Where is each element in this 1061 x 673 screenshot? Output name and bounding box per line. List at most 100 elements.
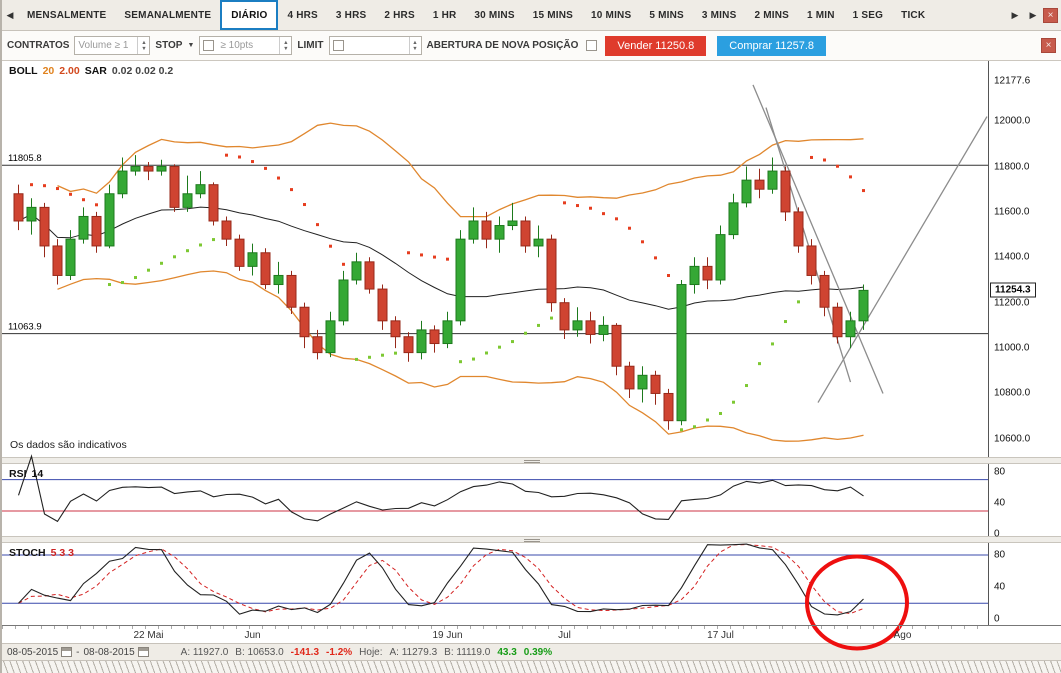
tabbar-right-controls: ▶ ▶ × [1007, 0, 1061, 30]
price-tick-label: 10600.0 [994, 433, 1031, 445]
tab-2-mins[interactable]: 2 MINS [754, 9, 789, 21]
limit-checkbox[interactable] [332, 40, 344, 51]
spinner-up-icon[interactable]: ▲ [412, 39, 418, 46]
disclaimer-note: Os dados são indicativos [10, 439, 127, 451]
date-from-field[interactable]: 08-05-2015 [7, 647, 73, 658]
stoch-axis: 80 40 0 [988, 543, 1061, 625]
indicator-param: 14 [31, 468, 44, 480]
rsi-tick-label: 40 [994, 497, 1006, 509]
sell-button[interactable]: Vender 11250.8 [605, 35, 707, 56]
stoch-tick-label: 80 [994, 549, 1006, 561]
indicator-param: 20 [42, 65, 55, 77]
calendar-icon[interactable] [137, 647, 149, 657]
stoch-chart[interactable]: STOCH 5 3 3 [2, 543, 988, 651]
last-price-badge: 11254.3 [990, 282, 1036, 298]
spinner-up-icon[interactable]: ▲ [283, 39, 289, 46]
tab-15-mins[interactable]: 15 MINS [532, 9, 574, 21]
chart-area: 11805.8 11063.9 BOLL 20 2.00 SAR 0.02 0.02 0.… [2, 61, 1061, 651]
order-toolbar: CONTRATOS ▲▼ STOP ▼ ▲▼ LIMIT ▲▼ ABERTURA… [2, 31, 1061, 61]
time-tick-label: Jun [244, 630, 261, 641]
tab-3-hrs[interactable]: 3 HRS [335, 9, 367, 21]
spinner-down-icon[interactable]: ▼ [141, 45, 147, 52]
tab-2-hrs[interactable]: 2 HRS [384, 9, 415, 21]
volume-input[interactable] [75, 37, 138, 54]
stop-checkbox[interactable] [203, 40, 215, 51]
tab-tick[interactable]: TICK [901, 9, 926, 21]
tab-3-mins[interactable]: 3 MINS [701, 9, 737, 21]
indicator-param: BOLL [9, 65, 38, 77]
price-tick-label: 11000.0 [994, 342, 1030, 354]
tab-mensalmente[interactable]: MENSALMENTE [27, 9, 107, 21]
tab-10-mins[interactable]: 10 MINS [591, 9, 632, 21]
tab-diário[interactable]: DIÁRIO [220, 0, 279, 30]
tab-1-hr[interactable]: 1 HR [432, 9, 457, 21]
tabs-scroll-right-icon[interactable]: ▶ [1011, 9, 1019, 20]
splitter-grip-icon [523, 458, 540, 463]
price-chart[interactable]: 11805.8 11063.9 BOLL 20 2.00 SAR 0.02 0.02 0.… [2, 61, 988, 457]
price-axis: 12177.6 12000.0 11800.0 11600.0 11400.0 11200… [988, 61, 1061, 457]
tab-4-hrs[interactable]: 4 HRS [287, 9, 318, 21]
rsi-chart[interactable]: RSI 14 [2, 454, 988, 536]
time-axis: 22 Mai Jun 19 Jun Jul 17 Jul Ago [2, 625, 1061, 643]
stoch-tick-label: 40 [994, 581, 1006, 593]
panel-splitter[interactable] [2, 457, 1061, 464]
price-tick-label: 11600.0 [994, 206, 1030, 218]
stop-spinner[interactable]: ▲ ▼ [279, 37, 291, 54]
timeframe-toolbar: ◀ MENSALMENTE SEMANALMENTE DIÁRIO 4 HRS 3 HR… [2, 0, 1061, 31]
indicator-param: 0.02 0.02 0.2 [111, 65, 174, 77]
order-close-button[interactable]: × [1041, 38, 1056, 53]
timeframe-tabs: MENSALMENTE SEMANALMENTE DIÁRIO 4 HRS 3 HRS 2… [18, 0, 1007, 30]
stop-dropdown-icon[interactable]: ▼ [187, 42, 195, 49]
time-axis-corner [986, 626, 1061, 643]
splitter-grip-icon [523, 537, 540, 542]
time-range-scrollbar[interactable] [2, 660, 1061, 673]
session-stats: A: 11927.0 B: 10653.0 -141.3 -1.2% Hoje: A: 1… [181, 647, 552, 658]
volume-field: ▲▼ [74, 36, 151, 55]
rsi-indicator-label: RSI 14 [9, 468, 48, 480]
spinner-down-icon[interactable]: ▼ [283, 45, 289, 52]
stop-input[interactable] [217, 37, 280, 54]
stop-field: ▲▼ [199, 36, 293, 55]
chart-close-button[interactable]: × [1043, 7, 1058, 23]
tab-1-seg[interactable]: 1 SEG [852, 9, 884, 21]
indicator-param: SAR [84, 65, 107, 77]
time-tick-label: Jul [558, 630, 571, 641]
time-axis-labels: 22 Mai Jun 19 Jun Jul 17 Jul Ago [2, 626, 987, 643]
svg-text:11063.9: 11063.9 [8, 322, 42, 333]
calendar-icon[interactable] [61, 647, 73, 657]
time-tick-label: 17 Jul [707, 630, 734, 641]
status-bar: 08-05-2015 - 08-08-2015 A: 11927.0 B: 106… [2, 643, 1061, 660]
spinner-down-icon[interactable]: ▼ [412, 45, 418, 52]
contratos-label: CONTRATOS [7, 40, 70, 51]
time-tick-label: 22 Mai [133, 630, 164, 641]
buy-button[interactable]: Comprar 11257.8 [717, 35, 827, 56]
limit-label: LIMIT [297, 40, 324, 51]
price-tick-label: 11400.0 [994, 251, 1030, 263]
tabs-scroll-left-icon[interactable]: ◀ [6, 9, 14, 20]
tab-5-mins[interactable]: 5 MINS [649, 9, 684, 21]
stat-segment: 43.3 [497, 646, 517, 658]
date-to-field[interactable]: 08-08-2015 [84, 647, 149, 658]
stat-segment: B: 11119.0 [444, 646, 491, 658]
stoch-tick-label: 0 [994, 613, 1000, 625]
limit-spinner[interactable]: ▲ ▼ [408, 37, 421, 54]
indicator-param: RSI [9, 468, 27, 480]
rsi-tick-label: 0 [994, 528, 1000, 540]
svg-text:11805.8: 11805.8 [8, 153, 42, 164]
stat-segment: -1.2% [326, 646, 353, 658]
time-tick-label: 19 Jun [432, 630, 463, 641]
panel-splitter[interactable] [2, 536, 1061, 543]
tab-semanalmente[interactable]: SEMANALMENTE [124, 9, 212, 21]
hand-drawn-circle-annotation [805, 554, 909, 651]
spinner-up-icon[interactable]: ▲ [141, 39, 147, 46]
abertura-checkbox[interactable] [586, 40, 598, 51]
stat-segment: 0.39% [523, 646, 553, 658]
stop-label: STOP [155, 40, 183, 51]
tab-30-mins[interactable]: 30 MINS [474, 9, 515, 21]
tabs-scroll-right2-icon[interactable]: ▶ [1029, 9, 1037, 20]
tab-1-min[interactable]: 1 MIN [807, 9, 835, 21]
stat-segment: B: 10653.0 [235, 646, 284, 658]
limit-input[interactable] [346, 37, 409, 54]
volume-spinner[interactable]: ▲ ▼ [137, 37, 149, 54]
stat-segment: A: 11927.0 [180, 646, 229, 658]
